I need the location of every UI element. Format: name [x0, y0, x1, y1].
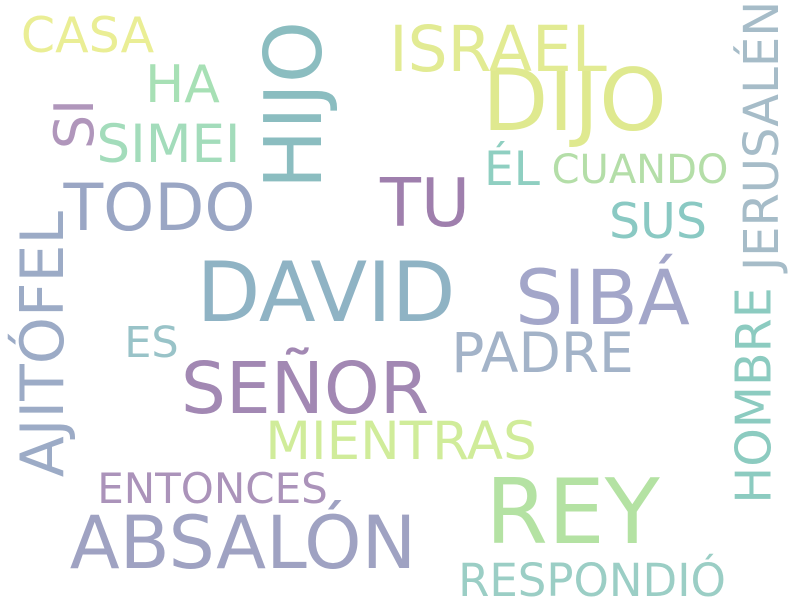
word-david: DAVID [196, 243, 456, 341]
word-cuando: CUANDO [551, 147, 729, 194]
word-jerusalen: JERUSALÉN [734, 0, 791, 272]
word-el: ÉL [484, 142, 540, 198]
word-dijo: DIJO [482, 51, 667, 152]
word-sus: SUS [608, 192, 708, 250]
word-hijo: HIJO [247, 20, 340, 190]
word-simei: SIMEI [96, 114, 241, 176]
word-tu: TU [380, 164, 470, 243]
word-respondio: RESPONDIÓ [458, 553, 726, 600]
word-israel: ISRAEL [389, 13, 607, 87]
word-hombre: HOMBRE [725, 286, 783, 504]
word-rey: REY [485, 460, 660, 566]
word-todo: TODO [63, 171, 256, 247]
word-siba: SIBÁ [515, 252, 690, 342]
word-absalon: ABSALÓN [69, 501, 417, 587]
word-ha: HA [145, 54, 220, 115]
word-senor: SEÑOR [180, 346, 430, 430]
word-entonces: ENTONCES [97, 464, 328, 514]
word-es: ES [124, 317, 179, 368]
word-padre: PADRE [451, 321, 634, 386]
word-casa: CASA [20, 6, 155, 64]
word-ajitofel: AJITÓFEL [8, 210, 79, 478]
word-mientras: MIENTRAS [265, 411, 537, 473]
word-si: SI [42, 98, 106, 150]
